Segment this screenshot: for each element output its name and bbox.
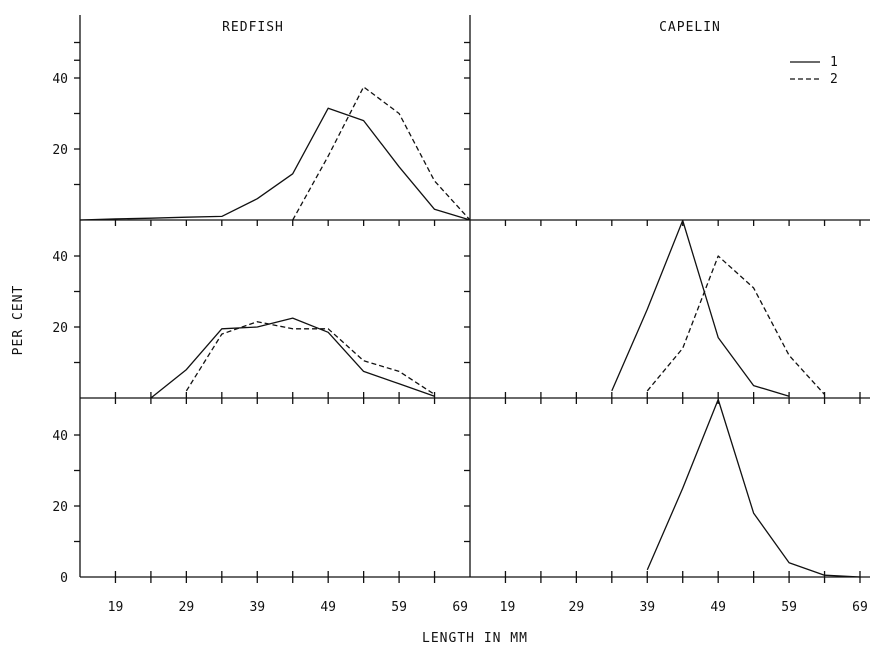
series-2-line-row1-col0 [185, 321, 435, 395]
ticks [74, 41, 861, 583]
y-tick-label: 40 [52, 250, 68, 265]
y-tick-label: 40 [52, 72, 68, 87]
x-tick-label: 39 [249, 600, 265, 615]
x-tick-label: 19 [500, 600, 516, 615]
y-tick-label: 20 [52, 500, 68, 515]
x-tick-labels: 19 29 39 49 59 69 19 29 39 49 59 69 [108, 600, 868, 615]
series-1-line-row2-col1 [646, 398, 861, 578]
column-title-redfish: REDFISH [222, 20, 284, 35]
x-tick-label: 29 [179, 600, 195, 615]
x-tick-label: 19 [108, 600, 124, 615]
y-axis-title: PER CENT [11, 285, 26, 356]
series-2-line-row1-col1 [646, 255, 825, 395]
x-tick-label: 49 [710, 600, 726, 615]
column-title-capelin: CAPELIN [659, 20, 721, 35]
y-tick-label-zero: 0 [60, 571, 68, 586]
frame [79, 15, 870, 578]
y-tick-labels: 20 40 20 40 20 40 0 [52, 72, 68, 586]
x-tick-label: 29 [569, 600, 585, 615]
y-tick-label: 20 [52, 321, 68, 336]
legend-label-2: 2 [830, 72, 838, 87]
series-1-line-row0-col0 [79, 107, 471, 221]
x-axis-title: LENGTH IN MM [422, 631, 528, 646]
x-tick-label: 69 [852, 600, 868, 615]
legend-label-1: 1 [830, 55, 838, 70]
x-tick-label: 39 [639, 600, 655, 615]
series-1-line-row1-col0 [150, 317, 435, 399]
x-tick-label: 59 [391, 600, 407, 615]
x-tick-label: 69 [452, 600, 468, 615]
x-tick-label: 59 [781, 600, 797, 615]
x-tick-label: 49 [320, 600, 336, 615]
series-1-line-row1-col1 [611, 219, 790, 397]
series-lines [79, 86, 861, 578]
series-2-line-row0-col0 [292, 86, 471, 221]
y-tick-label: 20 [52, 143, 68, 158]
y-tick-label: 40 [52, 429, 68, 444]
legend: 12 [790, 55, 838, 87]
